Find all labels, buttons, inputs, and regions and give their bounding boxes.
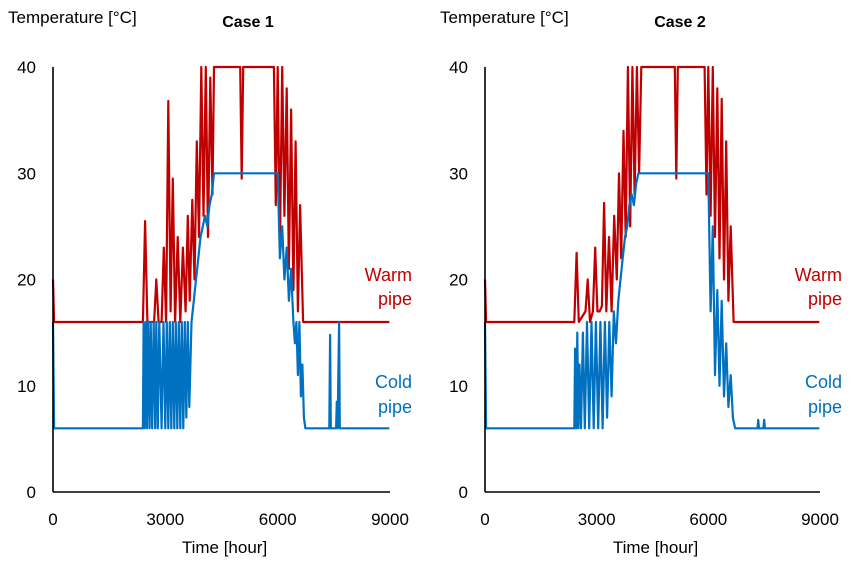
warm-pipe-label-line1: Warm [365,265,412,285]
y-tick-label: 20 [17,271,36,290]
cold-pipe-line [51,172,390,430]
y-tick-label: 20 [449,271,468,290]
warm-pipe-label-line1: Warm [795,265,842,285]
x-tick-label: 6000 [259,510,297,529]
case-1-panel: Temperature [°C] Case 1 Time [hour] Warm… [8,8,412,557]
y-tick-label: 10 [17,377,36,396]
x-axis-label: Time [hour] [182,538,267,557]
cold-pipe-label-line1: Cold [805,372,842,392]
x-tick-label: 3000 [146,510,184,529]
x-axis-label: Time [hour] [613,538,698,557]
case-2-panel: Temperature [°C] Case 2 Time [hour] Warm… [440,8,842,557]
x-tick-label: 0 [480,510,489,529]
y-tick-label: 0 [27,483,36,502]
y-tick-label: 30 [17,164,36,183]
warm-pipe-line [51,65,390,324]
x-tick-label: 3000 [578,510,616,529]
chart-title: Case 1 [222,14,274,31]
y-tick-label: 10 [449,377,468,396]
warm-pipe-line [483,65,820,324]
x-tick-label: 0 [48,510,57,529]
x-tick-label: 9000 [801,510,839,529]
y-tick-label: 40 [17,58,36,77]
y-tick-label: 30 [449,164,468,183]
warm-pipe-label-line2: pipe [808,289,842,309]
y-axis-label: Temperature [°C] [8,8,137,27]
cold-pipe-label-line2: pipe [808,397,842,417]
warm-pipe-label-line2: pipe [378,289,412,309]
y-tick-label: 40 [449,58,468,77]
x-tick-label: 6000 [689,510,727,529]
cold-pipe-line [483,172,820,430]
y-axis-label: Temperature [°C] [440,8,569,27]
cold-pipe-label-line1: Cold [375,372,412,392]
y-tick-label: 0 [459,483,468,502]
cold-pipe-label-line2: pipe [378,397,412,417]
chart-title: Case 2 [654,14,706,31]
x-tick-label: 9000 [371,510,409,529]
